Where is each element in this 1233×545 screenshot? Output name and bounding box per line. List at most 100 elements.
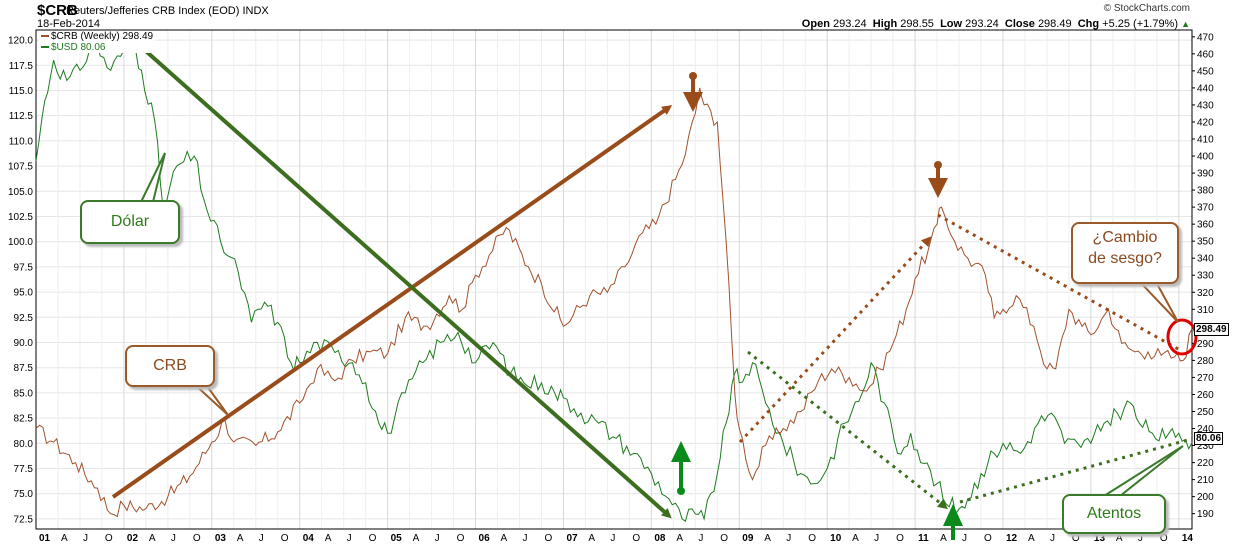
x-tick-label: O bbox=[105, 533, 113, 544]
x-tick-label: 03 bbox=[215, 533, 227, 544]
x-tick-label: J bbox=[83, 533, 88, 544]
right-tick-label: 250 bbox=[1197, 407, 1214, 418]
right-tick-label: 370 bbox=[1197, 203, 1214, 214]
right-tick-label: 240 bbox=[1197, 424, 1214, 435]
x-tick-label: 09 bbox=[742, 533, 754, 544]
close-label: Close bbox=[1004, 18, 1035, 30]
cambio-line-2: de sesgo? bbox=[1088, 250, 1162, 267]
x-tick-label: O bbox=[369, 533, 377, 544]
x-tick-label: O bbox=[544, 533, 552, 544]
stockcharts-credit[interactable]: © StockCharts.com bbox=[1103, 3, 1190, 14]
x-tick-label: A bbox=[1028, 533, 1035, 544]
left-tick-label: 75.0 bbox=[14, 489, 34, 500]
x-tick-label: A bbox=[676, 533, 683, 544]
right-tick-label: 460 bbox=[1197, 49, 1214, 60]
left-tick-label: 90.0 bbox=[14, 338, 34, 349]
right-tick-label: 280 bbox=[1197, 356, 1214, 367]
x-tick-label: A bbox=[764, 533, 771, 544]
high-label: High bbox=[872, 18, 898, 30]
right-tick-label: 350 bbox=[1197, 237, 1214, 248]
crb-uptrend-arrow bbox=[111, 105, 673, 499]
x-tick-label: 06 bbox=[479, 533, 491, 544]
x-tick-label: J bbox=[874, 533, 879, 544]
left-tick-label: 107.5 bbox=[8, 162, 33, 173]
right-tick-label: 260 bbox=[1197, 390, 1214, 401]
open-value: 293.24 bbox=[832, 18, 867, 30]
usd-dotted-down bbox=[747, 350, 948, 510]
right-tick-label: 200 bbox=[1197, 492, 1214, 503]
x-tick-label: J bbox=[1138, 533, 1143, 544]
x-tick-label: 07 bbox=[566, 533, 578, 544]
right-tick-label: 360 bbox=[1197, 220, 1214, 231]
right-tick-label: 430 bbox=[1197, 100, 1214, 111]
bottom-arrow-2008 bbox=[671, 441, 691, 495]
usd-downtrend-arrow bbox=[128, 35, 672, 519]
right-tick-label: 440 bbox=[1197, 83, 1214, 94]
high-value: 298.55 bbox=[900, 18, 934, 30]
x-tick-label: O bbox=[984, 533, 992, 544]
left-tick-label: 95.0 bbox=[14, 288, 34, 299]
crb-dotted-down bbox=[937, 213, 1181, 352]
legend-usd-label: $USD 80.06 bbox=[51, 42, 106, 53]
x-tick-label: A bbox=[61, 533, 68, 544]
left-tick-label: 120.0 bbox=[8, 36, 33, 47]
right-tick-label: 340 bbox=[1197, 254, 1214, 265]
legend-crb-label: $CRB (Weekly) 298.49 bbox=[51, 31, 154, 42]
chart-subtitle: Reuters/Jefferies CRB Index (EOD) INDX bbox=[66, 5, 269, 17]
x-tick-label: A bbox=[413, 533, 420, 544]
x-tick-label: A bbox=[588, 533, 595, 544]
annotations-overlay bbox=[111, 35, 1198, 540]
chart-symbol: $CRB bbox=[37, 2, 78, 19]
x-tick-label: O bbox=[1072, 533, 1080, 544]
chart-date: 18-Feb-2014 bbox=[37, 18, 100, 30]
right-tick-label: 270 bbox=[1197, 373, 1214, 384]
crb-callout: CRB bbox=[125, 345, 215, 387]
right-tick-label: 450 bbox=[1197, 66, 1214, 77]
chg-label: Chg bbox=[1077, 18, 1100, 30]
x-tick-label: O bbox=[1160, 533, 1168, 544]
right-tick-label: 400 bbox=[1197, 152, 1214, 163]
low-value: 293.24 bbox=[965, 18, 999, 30]
close-value: 298.49 bbox=[1037, 18, 1072, 30]
left-tick-label: 112.5 bbox=[9, 111, 34, 122]
chg-value: +5.25 (+1.79%) bbox=[1102, 18, 1179, 30]
x-tick-label: A bbox=[237, 533, 244, 544]
right-tick-label: 210 bbox=[1197, 475, 1214, 486]
x-tick-label: 01 bbox=[39, 533, 51, 544]
left-tick-label: 87.5 bbox=[14, 363, 34, 374]
x-tick-label: 05 bbox=[391, 533, 403, 544]
bottom-arrow-2011 bbox=[943, 504, 963, 540]
left-tick-label: 80.0 bbox=[14, 439, 34, 450]
x-tick-label: 10 bbox=[830, 533, 842, 544]
right-tick-label: 230 bbox=[1197, 441, 1214, 452]
right-axis: 1902002102202302402502602702802903003103… bbox=[1192, 32, 1214, 520]
left-tick-label: 115.0 bbox=[9, 86, 34, 97]
chg-up-arrow-icon: ▲ bbox=[1181, 19, 1190, 29]
left-tick-label: 77.5 bbox=[14, 464, 34, 475]
left-tick-label: 102.5 bbox=[8, 212, 33, 223]
x-tick-label: J bbox=[259, 533, 264, 544]
gridlines bbox=[35, 30, 1192, 529]
x-tick-label: A bbox=[149, 533, 156, 544]
x-tick-label: O bbox=[193, 533, 201, 544]
x-tick-label: J bbox=[962, 533, 967, 544]
left-tick-label: 85.0 bbox=[14, 388, 34, 399]
left-axis: 72.5 75.0 77.5 80.0 82.5 85.0 87.5 90.0 92.5 95.0… bbox=[8, 36, 33, 526]
right-tick-label: 220 bbox=[1197, 458, 1214, 469]
left-tick-label: 92.5 bbox=[14, 313, 34, 324]
x-tick-label: O bbox=[808, 533, 816, 544]
left-tick-label: 105.0 bbox=[8, 187, 33, 198]
left-tick-label: 72.5 bbox=[14, 514, 34, 525]
x-tick-label: J bbox=[610, 533, 615, 544]
right-tick-label: 410 bbox=[1197, 134, 1214, 145]
dolar-callout: Dólar bbox=[80, 200, 180, 244]
x-tick-label: J bbox=[1050, 533, 1055, 544]
atentos-callout: Atentos bbox=[1062, 494, 1166, 534]
x-tick-label: A bbox=[325, 533, 332, 544]
x-tick-label: A bbox=[940, 533, 947, 544]
x-tick-label: J bbox=[171, 533, 176, 544]
x-tick-label: O bbox=[632, 533, 640, 544]
open-label: Open bbox=[801, 18, 830, 30]
right-tick-label: 390 bbox=[1197, 169, 1214, 180]
